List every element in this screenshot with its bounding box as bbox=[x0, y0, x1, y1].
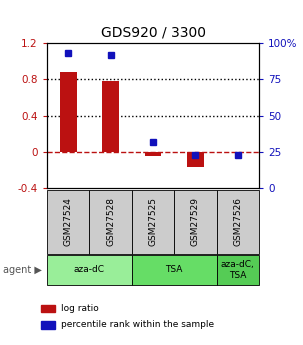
Bar bbox=[60, 72, 77, 152]
Bar bbox=[102, 81, 119, 152]
Text: TSA: TSA bbox=[165, 265, 183, 275]
Text: GSM27528: GSM27528 bbox=[106, 197, 115, 246]
Text: GSM27525: GSM27525 bbox=[148, 197, 158, 246]
Title: GDS920 / 3300: GDS920 / 3300 bbox=[101, 25, 205, 39]
Text: aza-dC: aza-dC bbox=[74, 265, 105, 275]
Text: log ratio: log ratio bbox=[61, 304, 98, 313]
Text: GSM27526: GSM27526 bbox=[233, 197, 242, 246]
Text: GSM27524: GSM27524 bbox=[64, 197, 73, 246]
Bar bbox=[145, 152, 161, 156]
Text: percentile rank within the sample: percentile rank within the sample bbox=[61, 321, 214, 329]
Text: aza-dC,
TSA: aza-dC, TSA bbox=[221, 260, 255, 280]
Text: agent ▶: agent ▶ bbox=[3, 265, 42, 275]
Bar bbox=[187, 152, 204, 167]
Text: GSM27529: GSM27529 bbox=[191, 197, 200, 246]
